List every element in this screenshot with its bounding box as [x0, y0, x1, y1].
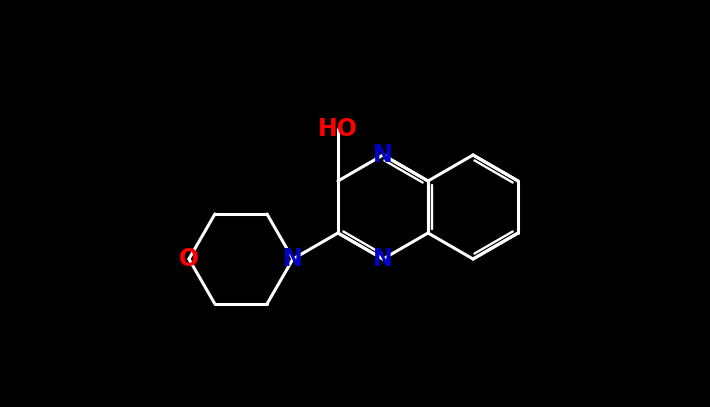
Text: HO: HO — [318, 117, 358, 141]
Text: N: N — [283, 247, 302, 271]
Text: O: O — [179, 247, 199, 271]
Text: N: N — [373, 247, 393, 271]
Text: N: N — [373, 143, 393, 167]
